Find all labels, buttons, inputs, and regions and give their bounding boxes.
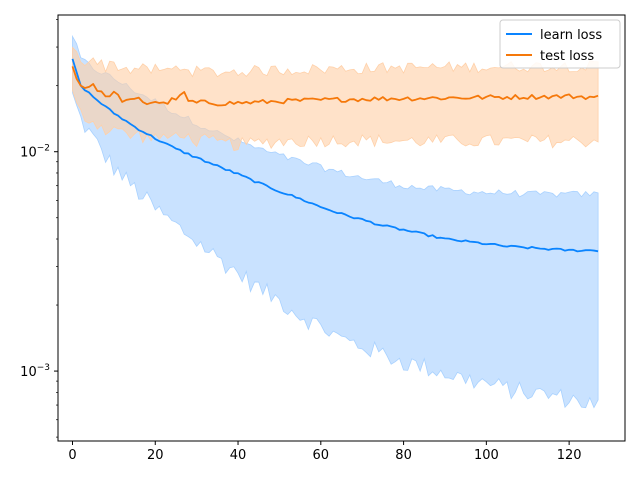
learn-loss-line xyxy=(71,58,599,253)
learn-loss-legend-label: learn loss xyxy=(540,28,602,43)
x-tick-label: 40 xyxy=(230,448,247,463)
x-tick-label: 100 xyxy=(474,448,499,463)
x-tick-label: 120 xyxy=(557,448,582,463)
axes: 0 20 40 60 80 100 120 10−3 10−2 xyxy=(20,14,626,463)
axes-frame xyxy=(57,14,626,442)
x-tick-label: 0 xyxy=(68,448,76,463)
plot-area xyxy=(71,34,599,409)
test-loss-legend-label: test loss xyxy=(540,49,594,64)
y-tick-label: 10−2 xyxy=(20,144,50,161)
x-tick-label: 80 xyxy=(395,448,412,463)
test-loss-line xyxy=(71,66,599,107)
legend: learn loss test loss xyxy=(499,19,621,69)
x-tick-label: 60 xyxy=(313,448,330,463)
x-tick-label: 20 xyxy=(147,448,164,463)
y-tick-label: 10−3 xyxy=(20,363,50,380)
